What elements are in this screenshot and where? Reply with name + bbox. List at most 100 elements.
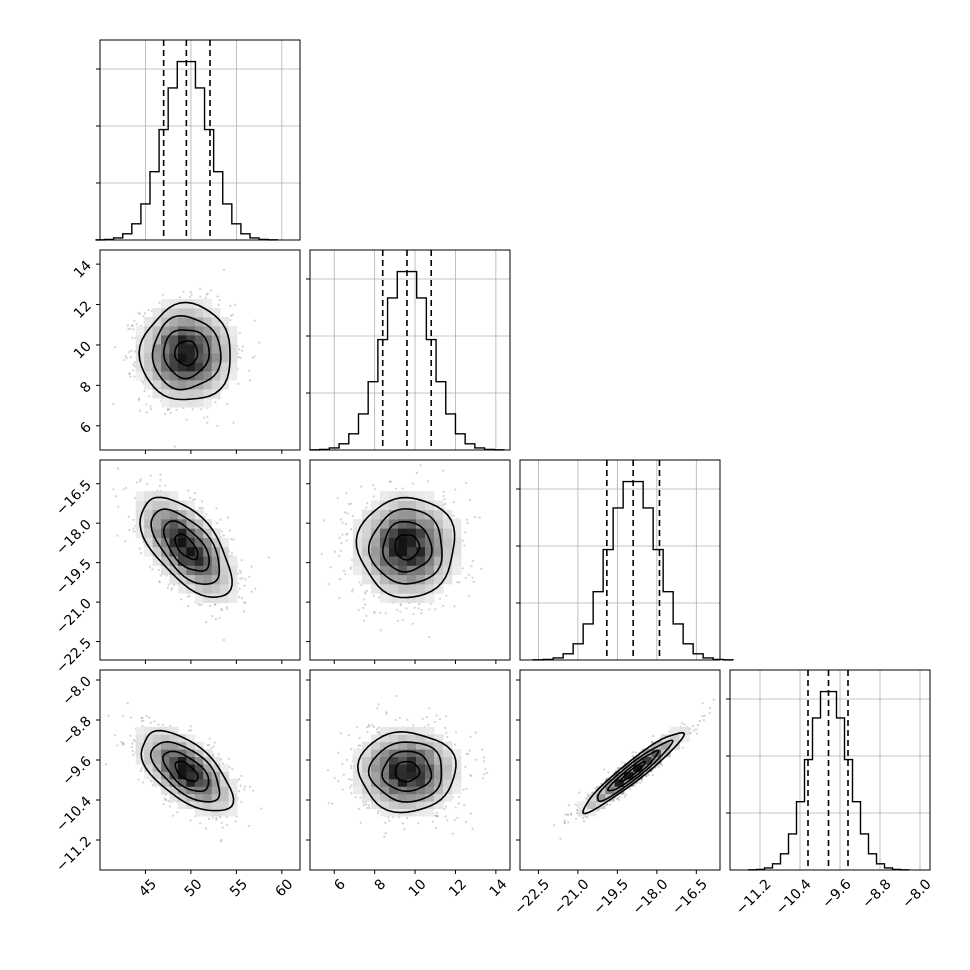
scatter-point [116, 744, 119, 747]
scatter-point [129, 734, 132, 737]
scatter-point [132, 363, 135, 366]
density-cell [161, 546, 170, 557]
density-cell [361, 756, 372, 765]
density-cell [194, 335, 204, 345]
density-cell [186, 389, 196, 399]
scatter-point [453, 605, 456, 608]
scatter-point [350, 778, 353, 781]
scatter-point [606, 803, 609, 806]
density-cell [361, 546, 372, 557]
density-cell [211, 380, 221, 390]
scatter-point [149, 780, 153, 783]
scatter-point [359, 796, 362, 799]
density-cell [152, 756, 162, 765]
scatter-point [243, 788, 246, 791]
density-cell [211, 793, 221, 802]
density-cell [370, 771, 381, 780]
scatter-point [415, 471, 418, 475]
scatter-point [359, 821, 362, 824]
density-cell [220, 556, 229, 566]
density-cell [203, 389, 213, 399]
scatter-point [187, 489, 190, 492]
density-cell [379, 741, 390, 750]
contour-level-2 [151, 314, 222, 391]
scatter-point [695, 732, 699, 735]
density-cell [203, 556, 213, 566]
scatter-point [428, 707, 431, 710]
scatter-point [428, 635, 431, 639]
density-cell [406, 749, 417, 758]
scatter-point [566, 813, 569, 816]
scatter-point [333, 777, 336, 780]
scatter-point [692, 729, 695, 732]
density-cell [379, 756, 390, 765]
density-cell [169, 299, 179, 309]
scatter-point [340, 542, 343, 545]
density-cell [152, 380, 162, 390]
scatter-point [219, 758, 223, 761]
density-cell [406, 509, 417, 520]
density-cell [203, 362, 213, 372]
scatter-point [166, 408, 169, 411]
density-cell [169, 565, 179, 576]
scatter-point [698, 720, 702, 723]
density-cell [152, 546, 162, 557]
density-cell [169, 389, 179, 399]
scatter-point [552, 824, 556, 827]
density-cell [361, 518, 372, 529]
density-cell [152, 749, 162, 758]
x-tick-label-3: −10.4 [773, 876, 815, 918]
scatter-point [559, 837, 562, 840]
scatter-point [190, 293, 193, 296]
density-cell [379, 771, 390, 780]
hist-panel-0 [95, 39, 301, 241]
density-cell [177, 734, 187, 743]
density-cell [379, 583, 390, 594]
density-cell [679, 734, 690, 743]
density-cell [161, 556, 170, 566]
density-cell [433, 556, 444, 566]
scatter-point [367, 804, 371, 807]
density-cell [433, 801, 444, 810]
scatter-point [451, 796, 455, 799]
scatter-point [461, 567, 465, 570]
density-cell [451, 786, 462, 795]
scatter-point [469, 812, 472, 815]
density-cell [194, 528, 204, 538]
density-cell [370, 741, 381, 750]
density-cell [169, 741, 179, 750]
density-cell [415, 726, 426, 735]
y-tick-label-1: 6 [77, 419, 95, 437]
scatter-point [230, 538, 233, 541]
density-cell [220, 593, 229, 603]
density-cell [424, 509, 435, 520]
scatter-point [239, 571, 242, 574]
scatter-point [175, 408, 178, 412]
density-cell [451, 756, 462, 765]
scatter-point [217, 753, 220, 756]
density-cell [442, 756, 453, 765]
density-cell [397, 756, 408, 765]
contour-level-0 [174, 533, 199, 561]
scatter-point [337, 780, 340, 783]
density-cell [220, 771, 229, 780]
scatter-point [214, 618, 217, 621]
density-cell [194, 518, 204, 529]
scatter-point [668, 730, 671, 733]
density-cell [169, 537, 179, 548]
density-cell [169, 734, 179, 743]
density-cell [144, 741, 153, 750]
density-cell [220, 353, 229, 363]
scatter-point [145, 403, 148, 406]
y-tick-label-3: −10.4 [53, 793, 95, 835]
scatter-point [250, 590, 253, 593]
scatter-point [701, 702, 704, 705]
scatter-point [377, 726, 380, 729]
density-cell [442, 793, 453, 802]
density-cell [194, 371, 204, 381]
y-tick-label-2: −22.5 [53, 635, 95, 677]
density-cell [406, 741, 417, 750]
contour-level-2 [150, 508, 221, 586]
scatter-point [185, 418, 188, 421]
y-tick-label-2: −18.0 [53, 517, 95, 559]
